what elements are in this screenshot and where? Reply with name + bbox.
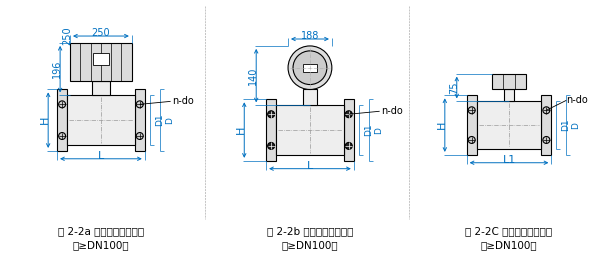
Circle shape xyxy=(468,136,475,143)
Bar xyxy=(541,95,551,155)
Bar xyxy=(476,101,541,149)
Circle shape xyxy=(59,101,65,108)
Text: H: H xyxy=(40,116,50,124)
Text: H: H xyxy=(437,121,447,129)
Text: 196: 196 xyxy=(52,60,62,78)
Text: （≥DN100）: （≥DN100） xyxy=(481,240,538,250)
Text: D1: D1 xyxy=(364,124,373,136)
Text: L: L xyxy=(307,161,313,171)
Text: L1: L1 xyxy=(502,155,515,165)
Text: D1: D1 xyxy=(155,114,164,127)
Text: D: D xyxy=(571,122,580,129)
Text: n-do: n-do xyxy=(566,95,588,105)
Text: L: L xyxy=(98,151,104,161)
Bar xyxy=(57,90,67,151)
Circle shape xyxy=(136,133,143,139)
Bar xyxy=(467,95,476,155)
Text: 140: 140 xyxy=(248,66,258,85)
Circle shape xyxy=(268,142,275,149)
Circle shape xyxy=(468,107,475,114)
Text: （≥DN100）: （≥DN100） xyxy=(281,240,338,250)
Text: 75: 75 xyxy=(449,81,459,94)
Circle shape xyxy=(345,142,352,149)
Text: 图 2-2b 一体型电磁流量计: 图 2-2b 一体型电磁流量计 xyxy=(267,226,353,236)
Text: D: D xyxy=(164,117,173,124)
Bar xyxy=(93,53,109,65)
Bar xyxy=(266,99,276,161)
Text: n-do: n-do xyxy=(173,96,194,106)
Bar xyxy=(276,105,344,155)
Bar xyxy=(504,90,514,101)
Circle shape xyxy=(345,111,352,118)
Bar xyxy=(303,64,317,72)
Circle shape xyxy=(59,133,65,139)
Text: D1: D1 xyxy=(561,119,570,132)
Text: 250: 250 xyxy=(62,27,72,45)
Bar xyxy=(491,74,526,90)
Text: 188: 188 xyxy=(301,31,319,41)
Circle shape xyxy=(136,101,143,108)
Bar xyxy=(135,90,145,151)
Text: 图 2-2C 分离型电磁流量计: 图 2-2C 分离型电磁流量计 xyxy=(466,226,553,236)
Circle shape xyxy=(543,136,550,143)
Bar xyxy=(67,95,135,145)
Bar xyxy=(70,43,132,81)
Text: （≥DN100）: （≥DN100） xyxy=(73,240,129,250)
Text: 图 2-2a 一体型电磁流量计: 图 2-2a 一体型电磁流量计 xyxy=(58,226,144,236)
Bar xyxy=(92,81,110,95)
Circle shape xyxy=(543,107,550,114)
Text: n-do: n-do xyxy=(382,106,403,116)
Bar xyxy=(303,90,317,105)
Text: H: H xyxy=(236,126,246,134)
Circle shape xyxy=(268,111,275,118)
Bar xyxy=(344,99,354,161)
Text: 250: 250 xyxy=(92,28,110,38)
Circle shape xyxy=(293,51,327,85)
Circle shape xyxy=(288,46,332,90)
Text: D: D xyxy=(374,127,383,133)
